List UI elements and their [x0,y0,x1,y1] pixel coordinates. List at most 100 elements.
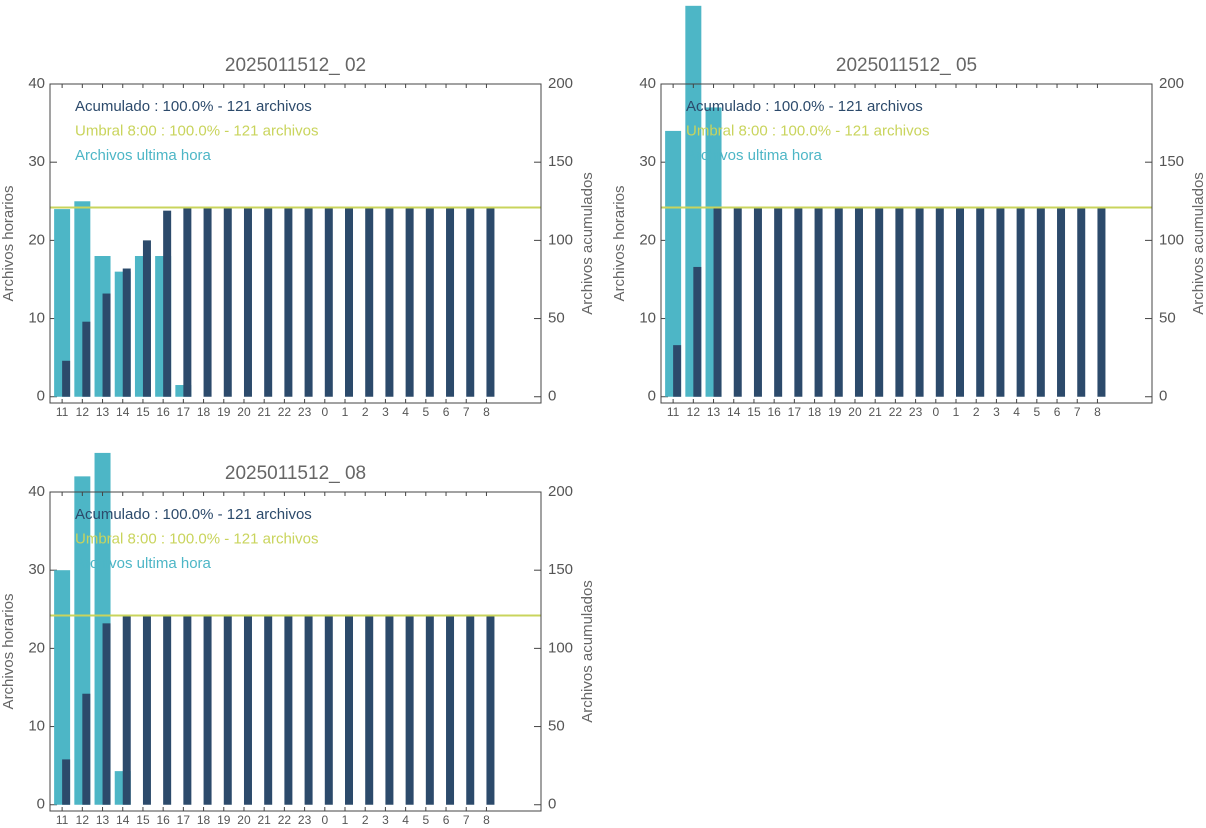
bar [365,615,374,805]
bar [733,207,742,397]
x-tick-label: 7 [463,405,470,419]
x-tick-label: 6 [443,405,450,419]
bar [834,207,843,397]
bar [1097,207,1106,397]
y-axis-label: Archivos horarios [0,186,17,302]
x-tick-label: 13 [96,405,110,419]
x-tick-label: 20 [848,405,862,419]
bar [243,615,252,805]
bar [264,615,273,805]
y2-axis-label: Archivos acumulados [579,580,596,723]
y-tick-label: 30 [28,561,45,578]
bar [304,207,313,397]
bar [324,207,333,397]
bar [102,293,111,397]
y-tick-label: 10 [28,310,45,327]
legend-entry: Acumulado : 100.0% - 121 archivos [75,98,312,115]
x-tick-label: 17 [788,405,802,419]
bar [243,207,252,397]
x-tick-label: 22 [889,405,903,419]
legend-entry: Umbral 8:00 : 100.0% - 121 archivos [75,122,318,139]
x-tick-label: 19 [217,813,231,827]
bar [122,268,131,397]
y2-tick-label: 0 [548,796,556,813]
bar [673,345,682,397]
x-tick-label: 12 [76,813,90,827]
x-tick-label: 7 [1074,405,1081,419]
x-tick-label: 15 [747,405,761,419]
x-tick-label: 4 [402,405,409,419]
x-tick-label: 23 [298,405,312,419]
bar [284,207,293,397]
bar [486,207,495,397]
bar [693,266,702,397]
bar [405,207,414,397]
legend-entry: Archivos ultima hora [686,147,823,164]
bar [62,360,71,397]
y-tick-label: 40 [28,483,45,500]
x-tick-label: 4 [1013,405,1020,419]
bar [365,207,374,397]
x-tick-label: 6 [1054,405,1061,419]
x-tick-label: 11 [56,405,69,419]
legend-entry: Umbral 8:00 : 100.0% - 121 archivos [75,530,318,547]
x-tick-label: 23 [298,813,312,827]
x-tick-label: 14 [116,813,130,827]
bar [142,240,151,397]
bar [385,615,394,805]
x-tick-label: 14 [116,405,130,419]
bar [895,207,904,397]
legend-entry: Acumulado : 100.0% - 121 archivos [686,98,923,115]
x-tick-label: 5 [1033,405,1040,419]
y-tick-label: 20 [28,639,45,656]
y2-tick-label: 50 [1159,310,1176,327]
chart-title: 2025011512_ 08 [225,463,366,484]
x-tick-label: 2 [362,813,369,827]
y2-tick-label: 0 [548,388,556,405]
bar [814,207,823,397]
x-tick-label: 20 [237,813,251,827]
x-tick-label: 5 [422,813,429,827]
x-tick-label: 8 [483,813,490,827]
x-tick-label: 0 [321,405,328,419]
y2-tick-label: 150 [548,153,573,170]
bar [446,207,455,397]
bar [142,615,151,805]
bar [304,615,313,805]
panel: 2025011512_ 02 Archivos horarios Archivos … [0,55,596,419]
legend-entry: Archivos ultima hora [75,555,212,572]
bar [264,207,273,397]
x-tick-label: 6 [443,813,450,827]
x-tick-label: 15 [136,405,150,419]
x-tick-label: 11 [667,405,680,419]
x-tick-label: 20 [237,405,251,419]
plot-frame [49,83,542,404]
bar [1016,207,1025,397]
y-tick-label: 0 [37,796,45,813]
legend-entry: Archivos ultima hora [75,147,212,164]
bar [713,207,722,397]
y2-tick-label: 200 [1159,75,1184,92]
x-tick-label: 18 [197,813,211,827]
x-tick-label: 0 [932,405,939,419]
bar [62,759,71,805]
y2-tick-label: 150 [548,561,573,578]
bar [753,207,762,397]
bar [486,615,495,805]
x-tick-label: 16 [767,405,781,419]
bar [425,207,434,397]
x-tick-label: 3 [382,813,389,827]
bar [405,615,414,805]
x-tick-label: 8 [483,405,490,419]
bar [774,207,783,397]
y-axis-label: Archivos horarios [611,186,628,302]
x-tick-label: 2 [973,405,980,419]
x-tick-label: 1 [953,405,960,419]
bar [794,207,803,397]
x-tick-label: 21 [258,813,272,827]
x-tick-label: 22 [278,405,292,419]
chart-title: 2025011512_ 02 [225,55,366,76]
panel: 2025011512_ 08 Archivos horarios Archivos … [0,452,596,827]
x-tick-label: 0 [321,813,328,827]
